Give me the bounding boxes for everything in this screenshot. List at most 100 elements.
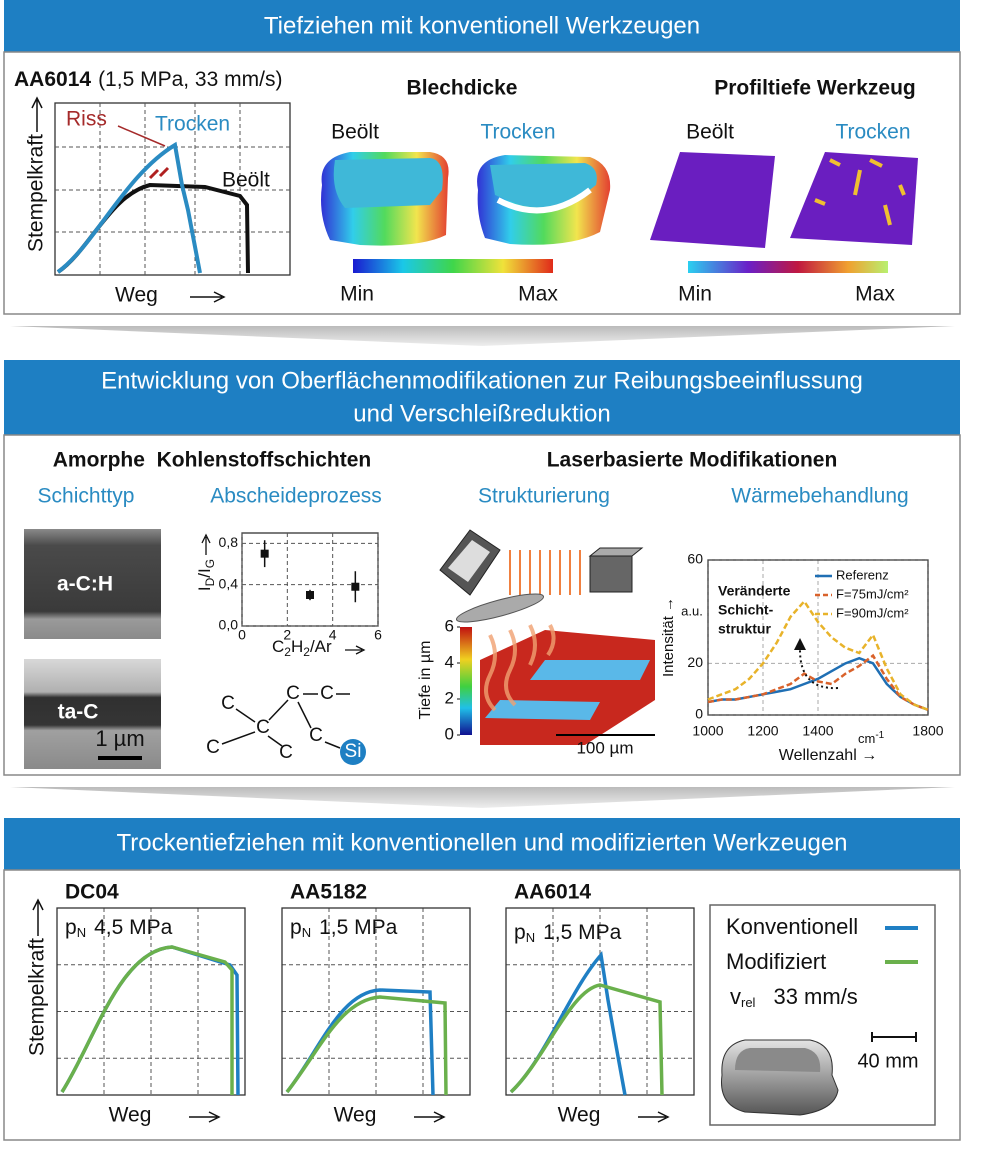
spectrum-line [707,599,929,712]
header-bar [4,360,960,435]
subheading: Schichttyp [38,485,135,508]
atom: C [256,717,270,738]
atom: C [286,683,300,704]
annotation-arrow [799,649,839,690]
scale-label: 100 µm [576,738,633,757]
modified-curve [60,945,234,1095]
x-label-part: 2 [303,645,310,659]
tick-label: 2 [445,688,454,707]
annotation: Veränderte [718,583,791,599]
part-oiled-top [333,158,443,208]
scale-max: Max [855,283,895,306]
pressure-symbol: p [65,916,77,939]
pressure-label: pN 1,5 MPa [514,921,622,946]
subheading: Abscheideprozess [210,485,382,508]
x-label-part: /Ar [310,637,332,656]
scale-label: 40 mm [857,1050,918,1072]
atom: C [221,693,235,714]
color-bar [353,259,553,273]
velocity-symbol: v [730,984,741,1009]
modified-curve [285,995,448,1096]
unit-part: -1 [875,730,884,741]
legend-entry: Modifiziert [726,949,826,974]
group-title: Laserbasierte Modifikationen [547,449,838,472]
pressure-index: N [77,925,86,940]
axis-arrow [32,898,44,936]
x-axis-label: C2H2/Ar [272,637,332,659]
y-unit: a.u. [681,603,703,618]
atom: C [320,683,334,704]
tool-profile: Profiltiefe Werkzeug Beölt Trocken Min M… [650,77,918,306]
atom: C [309,725,323,746]
structured-groove [485,700,600,720]
crack-pointer [117,125,166,147]
y-tick-label: 0,8 [219,534,239,550]
material: AA6014 [14,68,91,91]
x-tick-label: 1800 [912,723,943,739]
panel-title: Blechdicke [407,77,518,100]
x-tick-label: 1200 [747,723,778,739]
atom: Si [345,741,362,762]
axis-arrow [201,533,211,555]
sem-image [24,529,161,639]
oiled-label: Beölt [686,121,734,144]
velocity-line: vrel 33 mm/s [730,984,858,1011]
section-title: Trockentiefziehen mit konventionellen un… [116,829,847,856]
dry-label: Trocken [480,121,555,144]
plot-frame [56,907,246,1096]
dry-label: Trocken [835,121,910,144]
dry-curve [56,141,202,274]
scale-min: Min [678,283,712,306]
axis-arrow [345,645,366,655]
y-tick-label: 0,4 [219,575,239,591]
legend-entry: Referenz [836,567,889,582]
y-label-part: I [195,586,214,591]
tick-label: 0 [445,724,454,743]
header-bar [4,818,960,870]
section-title: und Verschleißreduktion [353,400,610,427]
section-title: Tiefziehen mit konventionell Werkzeugen [264,12,700,39]
scanner [589,555,633,593]
pressure-symbol: p [514,921,526,944]
force-chart: Riss Trocken Beölt Stempelkraft Weg [25,96,291,307]
y-label-part: D [203,577,217,586]
laser-setup: 100 µm 0 2 4 6 Tiefe in µm [417,529,655,757]
surface-dry [790,152,918,245]
scale-label: 1 µm [95,726,144,751]
velocity-index: rel [741,995,756,1010]
pressure-symbol: p [290,916,302,939]
scale-min: Min [340,283,374,306]
data-point [351,582,360,591]
depth-colorbar: 0 2 4 6 Tiefe in µm [417,616,472,743]
laser-face [448,540,490,582]
colorbar-label: Tiefe in µm [417,641,434,720]
x-label-part: C [272,637,284,656]
y-label-part: /I [195,568,214,577]
bonds [221,693,350,749]
subheading: Strukturierung [478,485,610,508]
wear-marks [814,158,906,226]
annotation: struktur [718,621,771,637]
pressure-value: 1,5 MPa [543,921,622,944]
plot-frame [505,907,695,1096]
y-label-part: G [203,559,217,568]
tick-label: 6 [445,616,454,635]
plot-frame [281,907,471,1096]
dry-label: Trocken [155,113,230,136]
material: AA5182 [290,881,367,904]
pressure-value: 1,5 MPa [319,916,398,939]
data-point [306,591,314,599]
plot-frame [54,102,291,276]
y-axis-label: Stempelkraft [26,938,49,1056]
material-line: AA6014 (1,5 MPa, 33 mm/s) [14,68,282,91]
group-title: Amorphe Kohlenstoffschichten [53,449,372,472]
arrow-head [794,638,806,650]
pressure-index: N [302,925,311,940]
subheading: Wärmebehandlung [731,485,908,508]
color-bar [460,627,472,735]
structured-groove [530,660,650,680]
y-tick-label: 0,0 [219,617,239,633]
conditions: (1,5 MPa, 33 mm/s) [98,68,282,91]
